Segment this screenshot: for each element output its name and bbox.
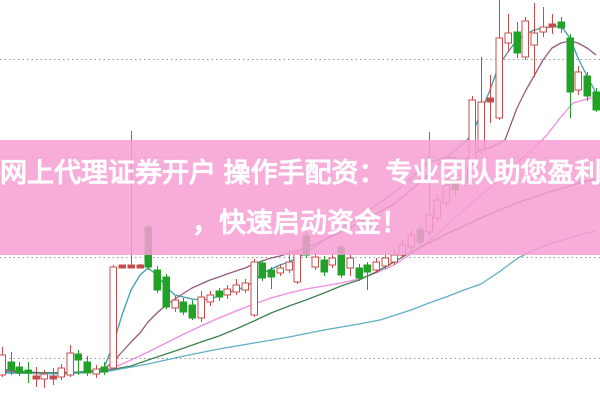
ad-banner[interactable]: 网上代理证券开户 操作手配资：专业团队助您盈利 ，快速启动资金！ xyxy=(0,140,600,255)
ad-banner-line2: ，快速启动资金！ xyxy=(192,208,408,238)
ad-banner-line1: 网上代理证券开户 操作手配资：专业团队助您盈利 xyxy=(0,158,600,188)
